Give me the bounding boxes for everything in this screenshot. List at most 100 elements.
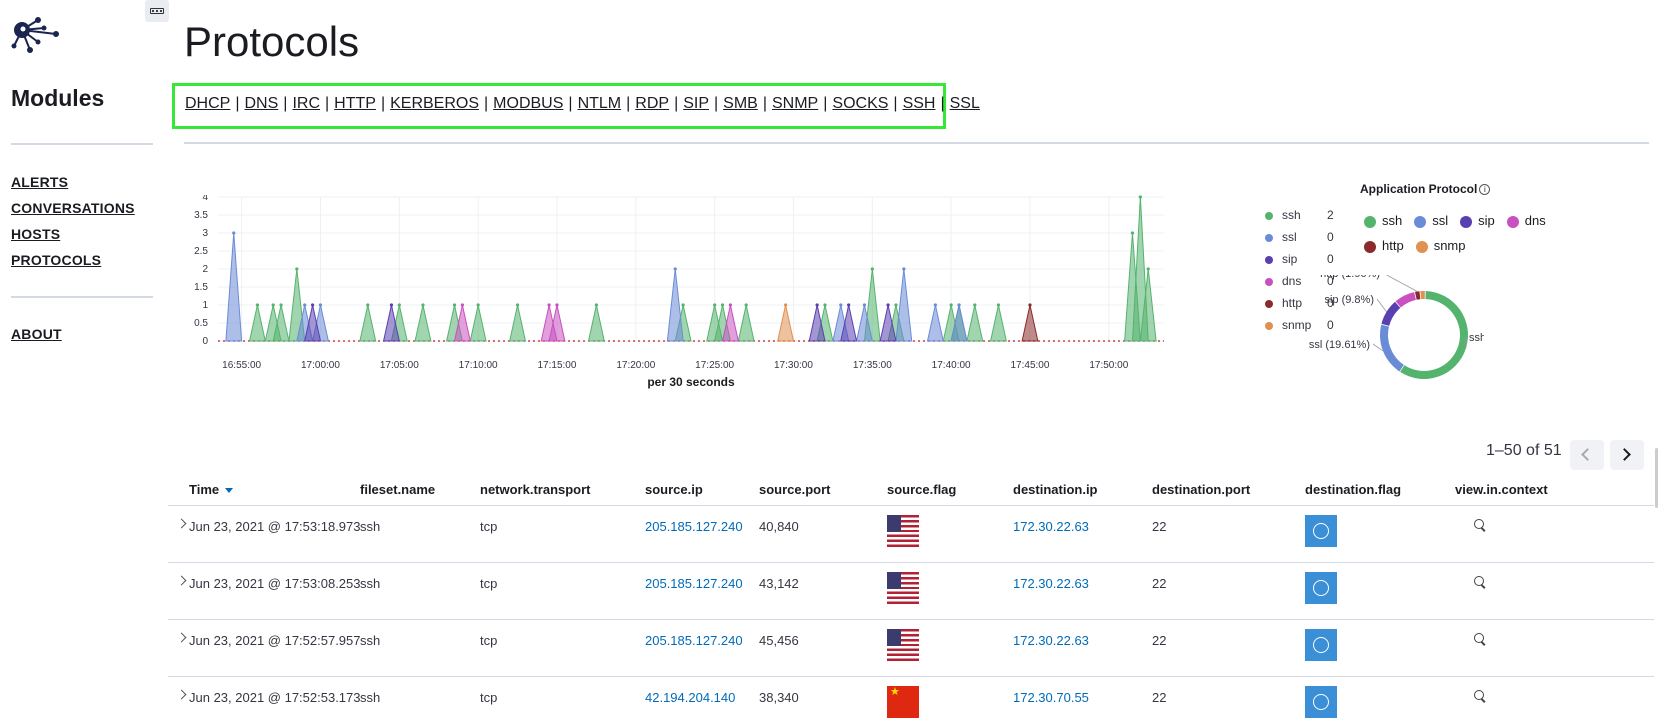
protocol-link-kerberos[interactable]: KERBEROS: [390, 95, 480, 112]
legend-dot: [1364, 241, 1376, 253]
next-page-button[interactable]: [1610, 440, 1644, 470]
donut-legend-ssh[interactable]: ssh: [1364, 213, 1402, 237]
expand-row-icon[interactable]: [176, 518, 187, 529]
col-view-in-context-header[interactable]: view.in.context: [1455, 482, 1548, 497]
legend-item-snmp[interactable]: snmp 0: [1265, 317, 1340, 339]
cell-dest-port: 22: [1152, 519, 1167, 534]
col-time-header[interactable]: Time: [189, 482, 234, 497]
legend-label: http: [1382, 238, 1404, 253]
col-network-transport-header[interactable]: network.transport: [480, 482, 591, 497]
data-point-ssh: [1130, 231, 1135, 235]
donut-slice-http[interactable]: [1414, 291, 1421, 300]
magnifier-icon[interactable]: [1473, 632, 1487, 646]
sidebar-link-protocols[interactable]: PROTOCOLS: [11, 252, 102, 268]
col-destination-flag-header[interactable]: destination.flag: [1305, 482, 1401, 497]
scrollbar[interactable]: [1655, 448, 1658, 508]
legend-label: ssh: [1282, 208, 1301, 222]
donut-label-http: http (1.96%): [1320, 275, 1380, 280]
cell-time: Jun 23, 2021 @ 17:53:08.253: [189, 576, 361, 591]
protocol-link-rdp[interactable]: RDP: [635, 95, 670, 112]
flag-un-icon: [1305, 629, 1337, 661]
y-tick-label: 0.5: [194, 318, 208, 329]
donut-slice-snmp[interactable]: [1420, 291, 1425, 300]
protocol-link-ssl[interactable]: SSL: [949, 95, 980, 112]
cell-source-ip[interactable]: 205.185.127.240: [645, 519, 743, 534]
collapse-sidebar-button[interactable]: [145, 0, 169, 22]
cell-source-ip[interactable]: 42.194.204.140: [645, 690, 736, 705]
cell-dest-ip[interactable]: 172.30.22.63: [1013, 633, 1089, 648]
legend-item-ssh[interactable]: ssh 2: [1265, 207, 1340, 229]
protocol-link-smb[interactable]: SMB: [723, 95, 758, 112]
protocol-link-modbus[interactable]: MODBUS: [493, 95, 564, 112]
chart-grid: [218, 196, 1164, 342]
sort-desc-icon[interactable]: [225, 488, 234, 494]
link-separator: |: [823, 95, 828, 112]
cell-dest-ip[interactable]: 172.30.22.63: [1013, 576, 1089, 591]
col-source-ip-header[interactable]: source.ip: [645, 482, 703, 497]
expand-row-icon[interactable]: [176, 689, 187, 700]
col-source-flag-header[interactable]: source.flag: [887, 482, 956, 497]
col-destination-ip-header[interactable]: destination.ip: [1013, 482, 1098, 497]
legend-dot: [1265, 234, 1273, 242]
area-spike-ssh: [587, 304, 605, 342]
data-point-sip: [311, 303, 315, 307]
donut-legend-ssl[interactable]: ssl: [1414, 213, 1448, 237]
protocol-link-dns[interactable]: DNS: [244, 95, 279, 112]
cell-dest-ip[interactable]: 172.30.22.63: [1013, 519, 1089, 534]
col-fileset-name-header[interactable]: fileset.name: [360, 482, 435, 497]
protocol-link-ssh[interactable]: SSH: [902, 95, 936, 112]
donut-slice-sip[interactable]: [1381, 301, 1401, 326]
donut-slice-ssh[interactable]: [1400, 291, 1468, 379]
magnifier-icon[interactable]: [1473, 689, 1487, 703]
donut-legend-http[interactable]: http: [1364, 238, 1404, 262]
legend-item-dns[interactable]: dns 0: [1265, 273, 1340, 295]
expand-row-icon[interactable]: [176, 575, 187, 586]
protocol-link-sip[interactable]: SIP: [683, 95, 710, 112]
info-icon[interactable]: i: [1479, 184, 1491, 196]
link-separator: |: [674, 95, 679, 112]
protocol-link-socks[interactable]: SOCKS: [832, 95, 889, 112]
area-spike-ssh: [1139, 268, 1157, 342]
sidebar-link-about[interactable]: ABOUT: [11, 326, 62, 342]
prev-page-button[interactable]: [1570, 440, 1604, 470]
sidebar-link-alerts[interactable]: ALERTS: [11, 174, 69, 190]
legend-item-http[interactable]: http 0: [1265, 295, 1340, 317]
cell-source-ip[interactable]: 205.185.127.240: [645, 633, 743, 648]
donut-legend-sip[interactable]: sip: [1460, 213, 1495, 237]
magnifier-icon[interactable]: [1473, 575, 1487, 589]
sidebar-link-hosts[interactable]: HOSTS: [11, 226, 61, 242]
col-source-port-header[interactable]: source.port: [759, 482, 831, 497]
legend-dot: [1265, 256, 1273, 264]
link-separator: |: [380, 95, 386, 112]
expand-row-icon[interactable]: [176, 632, 187, 643]
col-destination-port-header[interactable]: destination.port: [1152, 482, 1250, 497]
area-spike-sip: [879, 304, 897, 342]
donut-slice-ssl[interactable]: [1380, 324, 1404, 372]
data-point-ssh: [996, 303, 1001, 307]
protocol-link-http[interactable]: HTTP: [334, 95, 376, 112]
cell-fileset: ssh: [360, 690, 381, 705]
magnifier-icon[interactable]: [1473, 518, 1487, 532]
cell-dest-ip[interactable]: 172.30.70.55: [1013, 690, 1089, 705]
legend-item-sip[interactable]: sip 0: [1265, 251, 1340, 273]
protocol-link-snmp[interactable]: SNMP: [772, 95, 819, 112]
donut-legend-snmp[interactable]: snmp: [1415, 238, 1465, 262]
flag-us-icon: [887, 515, 919, 547]
data-point-ssl: [957, 303, 961, 307]
protocol-link-ntlm[interactable]: NTLM: [577, 95, 622, 112]
cell-source-ip[interactable]: 205.185.127.240: [645, 576, 743, 591]
table-body: Jun 23, 2021 @ 17:53:18.973 ssh tcp 205.185…: [168, 506, 1654, 722]
protocol-link-irc[interactable]: IRC: [292, 95, 320, 112]
link-separator: |: [568, 95, 573, 112]
cell-source-port: 45,456: [759, 633, 799, 648]
donut-label-line: [1376, 298, 1387, 313]
cell-transport: tcp: [480, 633, 498, 648]
donut-slice-dns[interactable]: [1395, 292, 1416, 308]
flag-us-icon: [887, 629, 919, 661]
data-point-ssh: [1146, 267, 1150, 271]
legend-item-ssl[interactable]: ssl 0: [1265, 229, 1340, 251]
link-separator: |: [940, 95, 945, 112]
protocol-link-dhcp[interactable]: DHCP: [185, 95, 231, 112]
donut-legend-dns[interactable]: dns: [1506, 213, 1546, 237]
sidebar-link-conversations[interactable]: CONVERSATIONS: [11, 200, 135, 216]
